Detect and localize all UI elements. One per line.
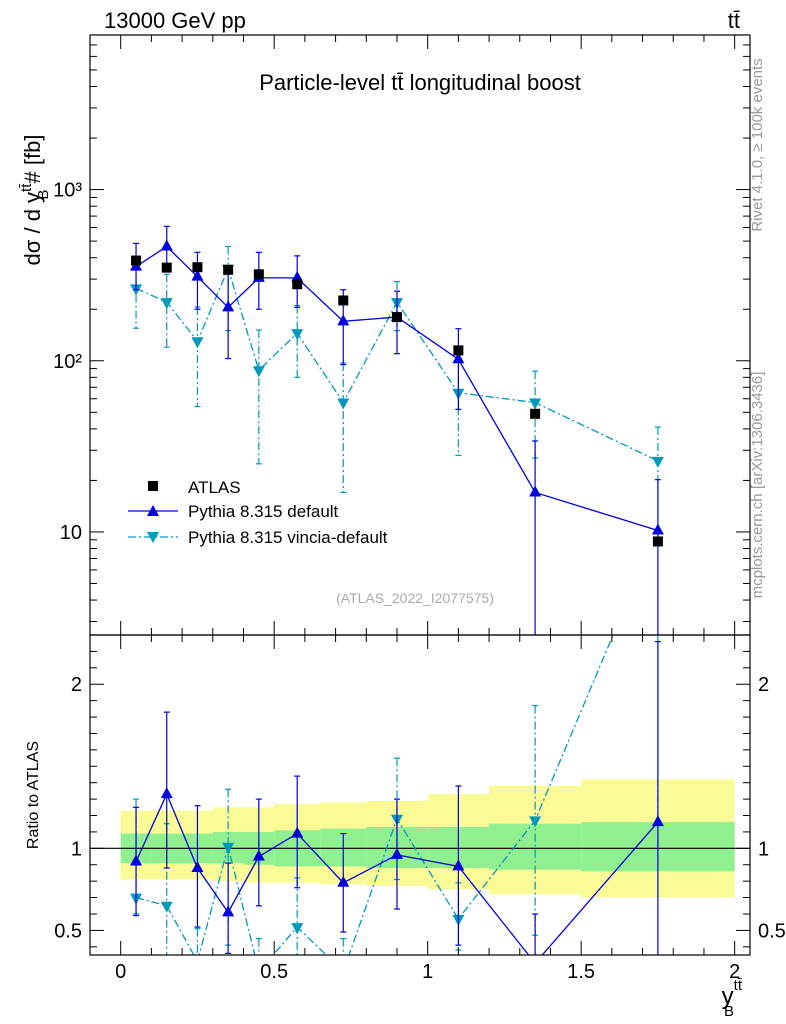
axes-ticks: 10 10² 10³ 0.5 0.5 1 1 2 2 0 0.5 1 1.5 2	[53, 34, 786, 983]
main-marker-atlas	[338, 295, 349, 306]
energy-label: 13000 GeV pp	[104, 8, 246, 33]
main-marker-atlas	[652, 536, 663, 547]
legend-marker-pythia-vincia	[147, 532, 159, 543]
main-marker-pythia-vincia	[651, 456, 664, 468]
main-y-axis-label: dσ / d ytt̄B # [fb]	[18, 135, 52, 266]
ratio-y-tick-label-right: 1	[758, 838, 769, 860]
legend: ATLAS Pythia 8.315 default Pythia 8.315 …	[128, 478, 388, 547]
main-marker-pythia-default	[452, 352, 465, 364]
main-marker-atlas	[131, 255, 142, 266]
ratio-marker-pythia-vincia	[160, 901, 173, 913]
main-marker-pythia-vincia	[160, 298, 173, 310]
source-url-label: mcplots.cern.ch [arXiv:1306.3436]	[749, 372, 766, 599]
ratio-marker-pythia-default	[291, 826, 304, 838]
ratio-y-tick-label-right: 2	[758, 674, 769, 696]
ratio-plot-frame	[89, 634, 751, 956]
main-y-tick-label: 10³	[53, 180, 82, 202]
main-marker-pythia-vincia	[252, 366, 265, 378]
main-plot-marks	[130, 225, 664, 635]
ratio-marker-pythia-default	[222, 905, 235, 917]
ratio-marker-pythia-default	[651, 815, 664, 827]
legend-marker-atlas	[148, 481, 158, 491]
main-marker-pythia-default	[222, 300, 235, 312]
ratio-marker-pythia-default	[191, 861, 204, 873]
main-marker-atlas	[192, 262, 203, 273]
ratio-marker-pythia-default	[252, 849, 265, 861]
main-marker-atlas	[292, 279, 303, 290]
x-tick-label: 1.5	[567, 961, 595, 983]
x-axis-label: ytt̄ B	[722, 977, 743, 1020]
main-marker-pythia-default	[160, 239, 173, 251]
main-y-tick-label: 10²	[53, 351, 82, 373]
rivet-version-label: Rivet 4.1.0, ≥ 100k events	[749, 58, 766, 231]
ratio-marker-pythia-default	[130, 854, 143, 866]
ratio-plot-marks	[130, 635, 664, 955]
main-marker-pythia-vincia	[337, 398, 350, 410]
main-marker-pythia-default	[529, 485, 542, 497]
main-marker-pythia-vincia	[191, 337, 204, 349]
ratio-marker-pythia-vincia	[291, 923, 304, 935]
chart-title: Particle-level tt̄ longitudinal boost	[259, 70, 581, 95]
x-tick-label: 1	[422, 961, 433, 983]
main-marker-atlas	[161, 262, 172, 273]
main-marker-atlas	[453, 345, 464, 356]
legend-label-pythia-default: Pythia 8.315 default	[188, 502, 339, 521]
main-marker-pythia-default	[651, 523, 664, 535]
main-marker-pythia-vincia	[291, 329, 304, 341]
ratio-y-tick-label: 2	[71, 674, 82, 696]
main-marker-pythia-vincia	[529, 398, 542, 410]
main-marker-atlas	[530, 408, 541, 419]
ratio-marker-pythia-vincia	[529, 816, 542, 828]
main-marker-atlas	[391, 312, 402, 323]
legend-label-pythia-vincia: Pythia 8.315 vincia-default	[188, 528, 388, 547]
x-tick-label: 2	[729, 961, 740, 983]
legend-label-atlas: ATLAS	[188, 478, 241, 497]
analysis-reference-label: (ATLAS_2022_I2077575)	[336, 590, 494, 606]
x-tick-label: 0	[115, 961, 126, 983]
legend-marker-pythia-default	[147, 505, 159, 516]
main-marker-pythia-default	[337, 314, 350, 326]
main-y-tick-label: 10	[60, 522, 82, 544]
ratio-y-tick-label: 1	[71, 838, 82, 860]
main-marker-pythia-default	[191, 269, 204, 281]
x-tick-label: 0.5	[260, 961, 288, 983]
main-marker-atlas	[253, 269, 264, 280]
ratio-marker-pythia-default	[390, 847, 403, 859]
main-marker-atlas	[223, 264, 234, 275]
ratio-marker-pythia-vincia	[222, 842, 235, 854]
process-label: tt̄	[728, 8, 740, 33]
ratio-marker-pythia-default	[160, 787, 173, 799]
ratio-y-axis-label: Ratio to ATLAS	[25, 741, 42, 849]
ratio-y-tick-label: 0.5	[54, 920, 82, 942]
main-marker-pythia-default	[291, 270, 304, 282]
ratio-marker-pythia-default	[452, 859, 465, 871]
ratio-y-tick-label-right: 0.5	[758, 920, 786, 942]
ratio-marker-pythia-default	[337, 875, 350, 887]
